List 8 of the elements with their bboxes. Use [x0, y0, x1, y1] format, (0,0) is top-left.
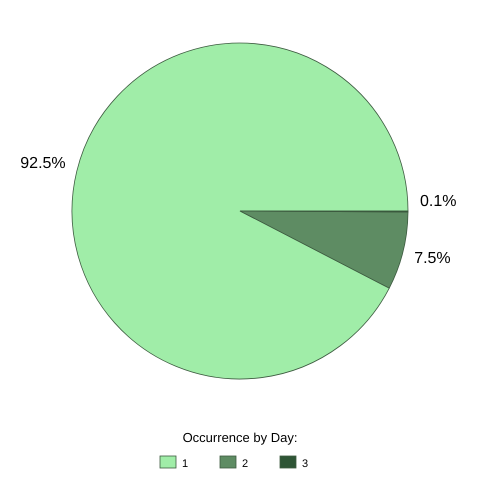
legend-label: 3: [302, 458, 308, 470]
legend-label: 1: [182, 458, 188, 470]
legend-label: 2: [242, 458, 248, 470]
pie-slice: [72, 42, 408, 380]
data-label: 7.5%: [414, 250, 451, 268]
data-label: 0.1%: [420, 192, 456, 210]
data-label: 92.5%: [20, 154, 66, 172]
legend-title: Occurrence by Day:: [182, 430, 298, 445]
